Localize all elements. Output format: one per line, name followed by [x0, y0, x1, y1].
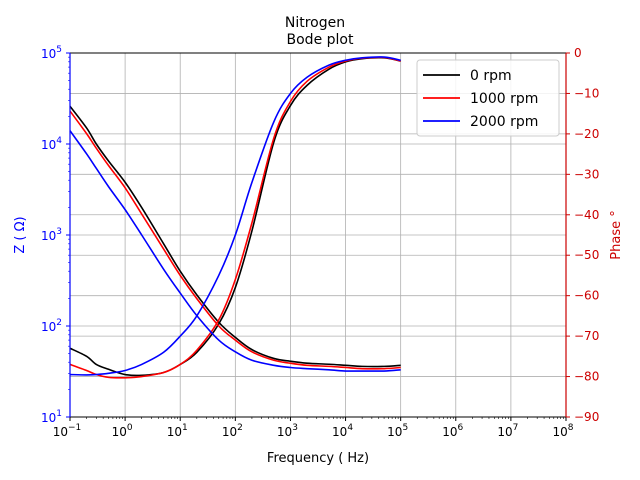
left-tick-label: 101	[41, 409, 62, 425]
plot-series	[69, 56, 401, 379]
series-2-phase-line	[69, 56, 401, 376]
x-tick-label: 103	[277, 423, 298, 439]
legend-box	[416, 59, 560, 137]
legend-label: 0 rpm	[470, 68, 512, 84]
legend-label: 2000 rpm	[470, 114, 538, 130]
left-tick-label: 103	[41, 227, 62, 243]
x-tick-label: 100	[112, 423, 133, 439]
chart-title-line-1: Nitrogen	[285, 15, 345, 31]
right-axis-ticks: 0 −10 −20 −30 −40 −50 −60 −70 −80 −90	[566, 46, 599, 424]
series-0-phase-line	[69, 56, 401, 377]
x-tick-label: 108	[552, 423, 573, 439]
x-tick-label: 104	[332, 423, 353, 439]
left-tick-label: 104	[41, 136, 62, 152]
right-tick-label: −90	[574, 410, 599, 424]
x-tick-label: 101	[167, 423, 188, 439]
right-tick-label: −30	[574, 167, 599, 181]
right-tick-label: −20	[574, 127, 599, 141]
chart-title-line-2: Bode plot	[287, 32, 354, 48]
right-tick-label: −10	[574, 86, 599, 100]
series-2-impedance-line	[69, 130, 401, 372]
left-axis-ticks: 101 102 103 104 105	[41, 45, 70, 425]
left-tick-label: 102	[41, 318, 62, 334]
x-axis-ticks: 10−1 100 101 102 103 104 105 106 107 108	[53, 417, 574, 439]
x-tick-label: 107	[497, 423, 518, 439]
right-tick-label: −60	[574, 289, 599, 303]
x-tick-label: 102	[222, 423, 243, 439]
series-1-impedance-line	[69, 110, 401, 370]
right-tick-label: 0	[574, 46, 582, 60]
x-tick-label: 105	[387, 423, 408, 439]
right-tick-label: −40	[574, 208, 599, 222]
legend-label: 1000 rpm	[470, 91, 538, 107]
series-1-phase-line	[69, 56, 401, 379]
left-tick-label: 105	[41, 45, 62, 61]
right-tick-label: −50	[574, 248, 599, 262]
x-tick-label: 106	[442, 423, 463, 439]
series-0-impedance-line	[69, 105, 401, 368]
right-axis-label: Phase °	[609, 210, 624, 259]
x-axis-label: Frequency ( Hz)	[267, 451, 369, 466]
x-tick-label: 10−1	[53, 423, 82, 439]
right-tick-label: −80	[574, 370, 599, 384]
right-tick-label: −70	[574, 329, 599, 343]
legend: 0 rpm 1000 rpm 2000 rpm	[416, 59, 560, 137]
left-axis-label: Z ( Ω)	[13, 216, 28, 253]
